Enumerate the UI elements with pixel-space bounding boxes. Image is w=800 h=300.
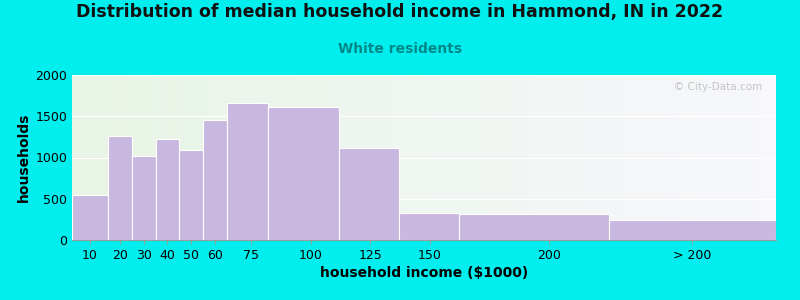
Bar (108, 136, 132, 240)
Bar (458, 214, 609, 240)
Text: Distribution of median household income in Hammond, IN in 2022: Distribution of median household income … (77, 3, 723, 21)
Bar (268, 107, 339, 240)
Bar (339, 148, 399, 240)
Bar (227, 103, 268, 240)
Bar (203, 119, 227, 240)
Y-axis label: households: households (17, 113, 31, 202)
Bar (132, 156, 155, 240)
Bar (179, 150, 203, 240)
Bar (72, 195, 108, 240)
Text: White residents: White residents (338, 42, 462, 56)
Bar (155, 139, 179, 240)
Text: © City-Data.com: © City-Data.com (674, 82, 762, 92)
Bar (399, 213, 458, 240)
Bar (609, 220, 776, 240)
X-axis label: household income ($1000): household income ($1000) (320, 266, 528, 280)
